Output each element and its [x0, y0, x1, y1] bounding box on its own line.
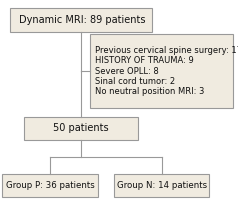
FancyBboxPatch shape: [24, 117, 138, 140]
FancyBboxPatch shape: [10, 8, 152, 32]
Text: Dynamic MRI: 89 patients: Dynamic MRI: 89 patients: [19, 15, 146, 25]
FancyBboxPatch shape: [90, 34, 233, 108]
FancyBboxPatch shape: [114, 174, 209, 197]
Text: Group N: 14 patients: Group N: 14 patients: [117, 181, 207, 190]
Text: 50 patients: 50 patients: [53, 123, 109, 133]
Text: Previous cervical spine surgery: 17
HISTORY OF TRAUMA: 9
Severe OPLL: 8
Sinal co: Previous cervical spine surgery: 17 HIST…: [95, 46, 238, 96]
FancyBboxPatch shape: [2, 174, 98, 197]
Text: Group P: 36 patients: Group P: 36 patients: [6, 181, 94, 190]
